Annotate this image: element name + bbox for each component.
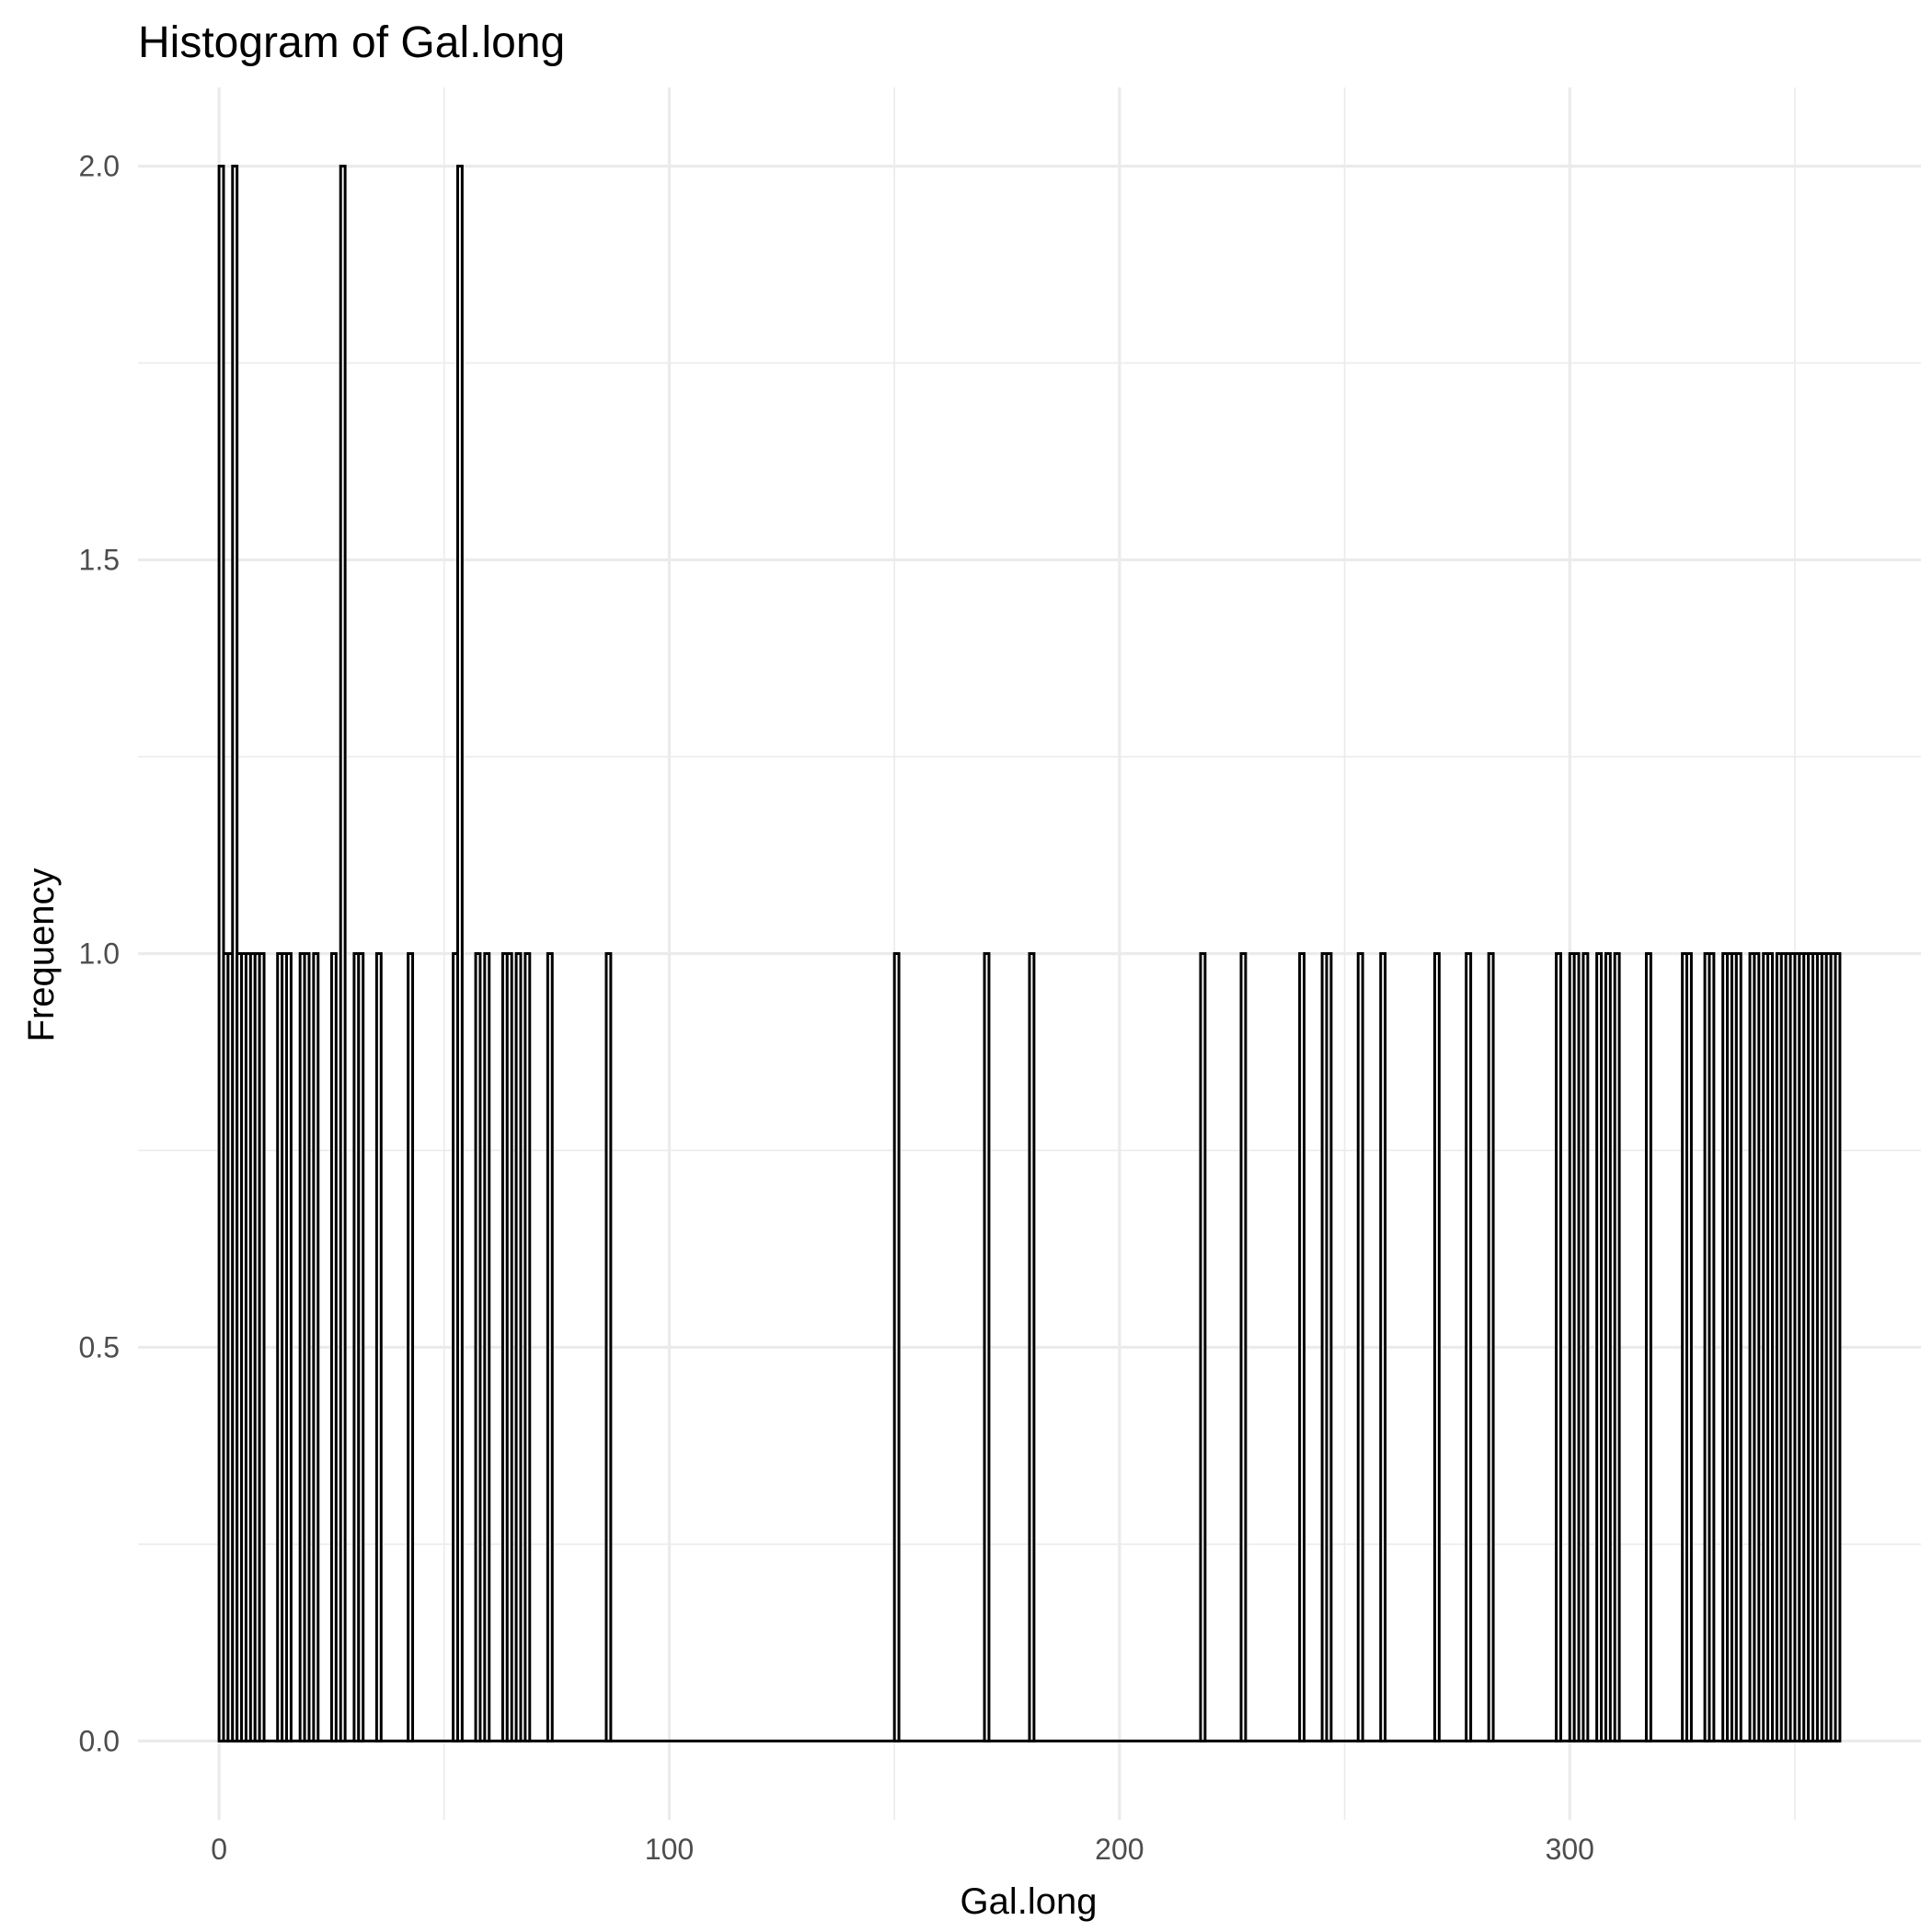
- x-axis-title: Gal.long: [960, 1881, 1098, 1922]
- histogram-bar: [1356, 952, 1364, 1742]
- histogram-bar: [1613, 952, 1621, 1742]
- histogram-bar: [455, 165, 464, 1742]
- y-tick-label: 1.5: [79, 544, 120, 577]
- histogram-bar: [1766, 952, 1775, 1742]
- histogram-bar: [258, 952, 266, 1742]
- histogram-bar: [1604, 952, 1612, 1742]
- histogram-bar: [1685, 952, 1693, 1742]
- histogram-bar: [1644, 952, 1652, 1742]
- y-axis-title: Frequency: [21, 868, 62, 1042]
- histogram-bar: [514, 952, 523, 1742]
- histogram-bar: [312, 952, 320, 1742]
- histogram-bar: [1581, 952, 1590, 1742]
- histogram-bar: [892, 952, 901, 1742]
- y-tick-label: 0.0: [79, 1724, 120, 1757]
- histogram-bar: [407, 952, 415, 1742]
- histogram-bar: [483, 952, 491, 1742]
- histogram-bar: [329, 952, 338, 1742]
- histogram-bar: [285, 952, 293, 1742]
- x-axis-tick-labels: 0 100 200 300: [211, 1833, 1594, 1866]
- x-tick-label: 200: [1095, 1833, 1144, 1866]
- x-tick-label: 300: [1546, 1833, 1594, 1866]
- histogram-bar: [1487, 952, 1495, 1742]
- histogram-bar: [983, 952, 991, 1742]
- y-tick-label: 1.0: [79, 937, 120, 971]
- y-axis-tick-labels: 0.0 0.5 1.0 1.5 2.0: [79, 150, 120, 1758]
- histogram-bar: [604, 952, 613, 1742]
- histogram-bar: [1465, 952, 1473, 1742]
- y-tick-label: 0.5: [79, 1330, 120, 1363]
- histogram-bar: [1834, 952, 1842, 1742]
- histogram-bar: [357, 952, 365, 1742]
- histogram-bar: [1595, 952, 1604, 1742]
- histogram-bar: [1028, 952, 1036, 1742]
- histogram-bars: [217, 165, 1842, 1742]
- histogram-bar: [374, 952, 383, 1742]
- histogram-bar: [1298, 952, 1306, 1742]
- histogram-bar: [1199, 952, 1207, 1742]
- histogram-bar: [303, 952, 311, 1742]
- histogram-bar: [523, 952, 532, 1742]
- histogram-bar: [1734, 952, 1742, 1742]
- histogram-bar: [1708, 952, 1716, 1742]
- histogram-bar: [474, 952, 482, 1742]
- y-tick-label: 2.0: [79, 150, 120, 183]
- histogram-bar: [505, 952, 513, 1742]
- histogram-bar: [1555, 952, 1562, 1742]
- histogram-bar: [1572, 952, 1581, 1742]
- x-tick-label: 100: [645, 1833, 694, 1866]
- histogram-bar: [1379, 952, 1387, 1742]
- histogram-bar: [1432, 952, 1441, 1742]
- histogram-bar: [546, 952, 554, 1742]
- histogram-bar: [339, 165, 347, 1742]
- x-tick-label: 0: [211, 1833, 227, 1866]
- histogram-bar: [1239, 952, 1248, 1742]
- histogram-bar: [1753, 952, 1761, 1742]
- histogram-bar: [1325, 952, 1333, 1742]
- chart-title: Histogram of Gal.long: [138, 18, 565, 67]
